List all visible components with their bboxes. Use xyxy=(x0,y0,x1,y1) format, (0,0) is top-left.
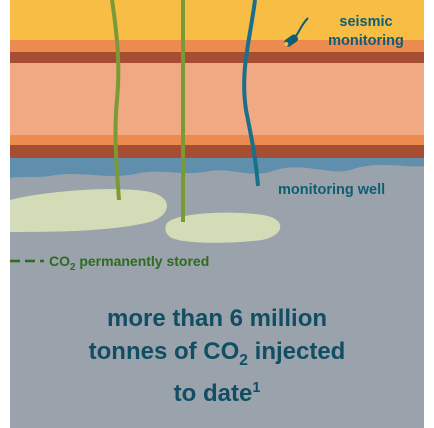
co2-stored-label: CO2 permanently stored xyxy=(49,253,209,273)
monitoring-well-label: monitoring well xyxy=(278,182,386,198)
headline-line2: tonnes of CO2 injected xyxy=(10,335,424,377)
co2-stored-subscript: 2 xyxy=(70,261,76,273)
headline-line3: to date1 xyxy=(10,377,424,410)
lower-caprock-band xyxy=(10,145,424,158)
seismic-sensor-cable xyxy=(295,17,309,37)
co2-stored-prefix: CO xyxy=(49,253,70,269)
co2-plume-right xyxy=(165,212,281,243)
seismic-sensor-icon xyxy=(284,34,299,47)
lower-orange-band xyxy=(10,135,424,145)
headline-line2-prefix: tonnes of CO xyxy=(88,338,240,365)
headline: more than 6 million tonnes of CO2 inject… xyxy=(10,302,424,410)
seismic-label-line2: monitoring xyxy=(328,33,404,49)
co2-plume-left xyxy=(10,189,167,232)
monitoring-well xyxy=(242,0,260,187)
headline-line3-text: to date xyxy=(173,379,253,407)
headline-line2-subscript: 2 xyxy=(239,351,248,369)
reservoir-top-layer xyxy=(10,158,424,178)
injection-well-left xyxy=(110,0,121,201)
co2-stored-suffix: permanently stored xyxy=(75,253,210,269)
seismic-monitoring-label: seismic monitoring xyxy=(311,13,421,51)
headline-line1: more than 6 million xyxy=(106,305,328,332)
footnote-mark: 1 xyxy=(252,379,261,396)
headline-line2-suffix: injected xyxy=(247,338,346,365)
seismic-label-line1: seismic xyxy=(339,14,393,30)
upper-caprock-band xyxy=(10,52,424,63)
upper-orange-band xyxy=(10,40,424,52)
surface-layer xyxy=(10,0,424,40)
middle-salmon-layer xyxy=(10,63,424,135)
